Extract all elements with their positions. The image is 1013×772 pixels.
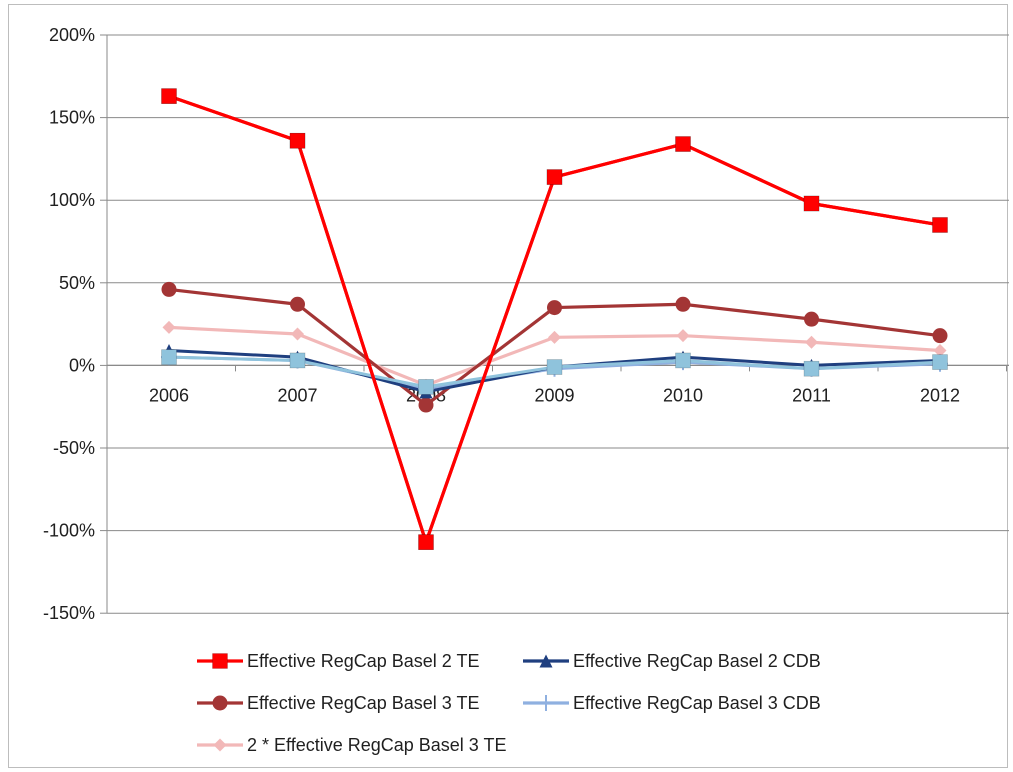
data-point bbox=[803, 195, 820, 212]
x-tick-label: 2007 bbox=[277, 385, 317, 405]
data-point bbox=[539, 654, 553, 668]
data-point bbox=[803, 360, 820, 377]
data-point bbox=[933, 344, 947, 358]
data-point bbox=[212, 653, 228, 669]
x-tick-label: 2011 bbox=[792, 385, 831, 405]
legend-item: Effective RegCap Basel 3 TE bbox=[197, 693, 479, 713]
data-point bbox=[546, 169, 563, 185]
data-point bbox=[289, 132, 306, 149]
data-point bbox=[418, 534, 434, 550]
y-tick-label: 150% bbox=[49, 108, 95, 128]
data-point bbox=[291, 327, 304, 341]
data-point bbox=[161, 349, 177, 365]
legend-item: 2 * Effective RegCap Basel 3 TE bbox=[197, 735, 506, 755]
data-point bbox=[546, 359, 563, 375]
data-point bbox=[932, 354, 948, 370]
x-tick-label: 2009 bbox=[534, 385, 574, 405]
data-point bbox=[290, 296, 305, 312]
legend-label: Effective RegCap Basel 3 TE bbox=[247, 693, 479, 713]
y-tick-label: 100% bbox=[49, 190, 95, 210]
legend-item: Effective RegCap Basel 2 TE bbox=[197, 651, 479, 671]
x-tick-label: 2006 bbox=[149, 385, 189, 405]
y-tick-label: 0% bbox=[69, 355, 95, 375]
data-point bbox=[213, 738, 227, 752]
data-point bbox=[676, 329, 690, 343]
data-point bbox=[675, 136, 691, 152]
data-point bbox=[805, 335, 818, 349]
data-point bbox=[418, 397, 434, 413]
line-chart: 200% 150% 100% 50% 0% -50% -100% -150% 2006 2007… bbox=[43, 25, 1009, 755]
y-tick-label: 200% bbox=[49, 25, 95, 45]
y-axis: 200% 150% 100% 50% 0% -50% -100% -150% bbox=[43, 25, 108, 623]
data-point bbox=[548, 330, 561, 344]
data-point bbox=[547, 300, 562, 316]
legend: Effective RegCap Basel 2 TE Effective Reg… bbox=[197, 651, 821, 755]
y-tick-label: -50% bbox=[53, 438, 95, 458]
legend-item: Effective RegCap Basel 2 CDB bbox=[523, 651, 821, 671]
x-tick-label: 2012 bbox=[920, 385, 960, 405]
x-tick-label: 2010 bbox=[663, 385, 703, 405]
data-point bbox=[804, 311, 819, 327]
data-point bbox=[418, 379, 434, 395]
legend-label: 2 * Effective RegCap Basel 3 TE bbox=[247, 735, 506, 755]
data-point bbox=[161, 88, 177, 104]
data-point bbox=[289, 352, 306, 369]
data-point bbox=[932, 217, 948, 233]
series-lines bbox=[168, 94, 941, 544]
legend-label: Effective RegCap Basel 2 CDB bbox=[573, 651, 821, 671]
data-point bbox=[161, 281, 177, 297]
series-line bbox=[168, 94, 941, 544]
series-markers bbox=[161, 88, 948, 550]
data-point bbox=[212, 695, 228, 711]
series-line bbox=[168, 94, 941, 544]
data-point bbox=[932, 328, 948, 344]
legend-item: Effective RegCap Basel 3 CDB bbox=[523, 693, 821, 713]
data-point bbox=[538, 695, 554, 711]
legend-label: Effective RegCap Basel 2 TE bbox=[247, 651, 479, 671]
y-tick-label: 50% bbox=[59, 273, 95, 293]
chart-frame: 200% 150% 100% 50% 0% -50% -100% -150% 2006 2007… bbox=[8, 4, 1009, 768]
y-tick-label: -150% bbox=[43, 603, 95, 623]
data-point bbox=[675, 352, 691, 369]
data-point bbox=[675, 296, 691, 312]
legend-label: Effective RegCap Basel 3 CDB bbox=[573, 693, 821, 713]
data-point bbox=[162, 320, 176, 334]
y-tick-label: -100% bbox=[43, 521, 95, 541]
